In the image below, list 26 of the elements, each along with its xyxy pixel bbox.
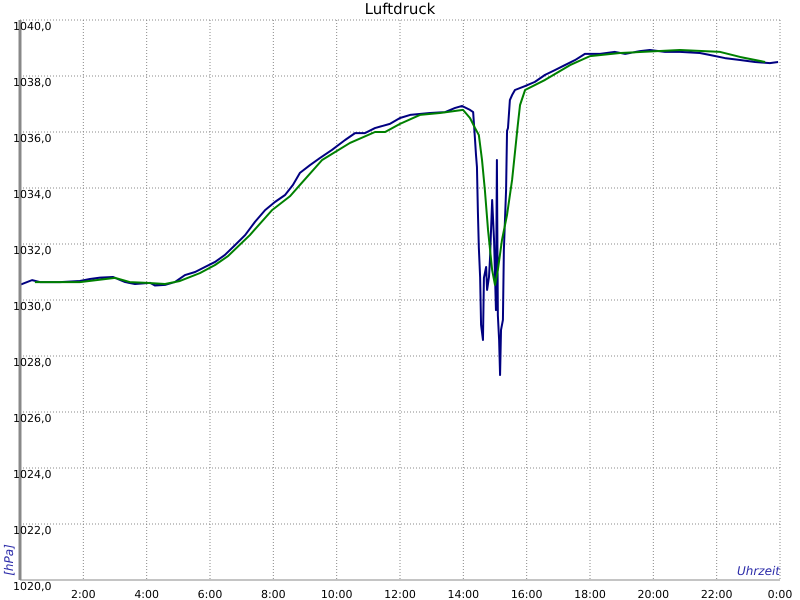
x-tick-label: 4:00 bbox=[134, 588, 160, 600]
y-tick-label: 1038,0 bbox=[13, 76, 52, 89]
chart-title: Luftdruck bbox=[364, 0, 436, 18]
y-tick-label: 1040,0 bbox=[13, 20, 52, 33]
x-tick-label: 10:00 bbox=[320, 588, 353, 600]
x-tick-label: 0:00 bbox=[768, 588, 792, 600]
x-tick-label: 14:00 bbox=[447, 588, 480, 600]
y-tick-label: 1026,0 bbox=[13, 412, 52, 425]
y-tick-label: 1036,0 bbox=[13, 132, 52, 145]
y-tick-label: 1020,0 bbox=[13, 580, 52, 593]
x-tick-label: 20:00 bbox=[637, 588, 670, 600]
x-tick-label: 22:00 bbox=[700, 588, 733, 600]
x-tick-label: 8:00 bbox=[260, 588, 286, 600]
y-tick-label: 1028,0 bbox=[13, 356, 52, 369]
x-tick-label: 18:00 bbox=[574, 588, 606, 600]
y-tick-label: 1032,0 bbox=[13, 244, 52, 257]
x-axis-title: Uhrzeit bbox=[736, 564, 780, 578]
y-tick-label: 1022,0 bbox=[13, 524, 52, 537]
x-tick-label: 2:00 bbox=[70, 588, 96, 600]
y-tick-label: 1034,0 bbox=[13, 188, 52, 201]
x-tick-label: 12:00 bbox=[384, 588, 416, 600]
y-tick-label: 1024,0 bbox=[13, 468, 52, 481]
y-tick-label: 1030,0 bbox=[13, 300, 52, 313]
y-axis-title: [hPa] bbox=[2, 544, 16, 576]
x-tick-label: 16:00 bbox=[510, 588, 543, 600]
x-tick-label: 6:00 bbox=[198, 588, 222, 600]
